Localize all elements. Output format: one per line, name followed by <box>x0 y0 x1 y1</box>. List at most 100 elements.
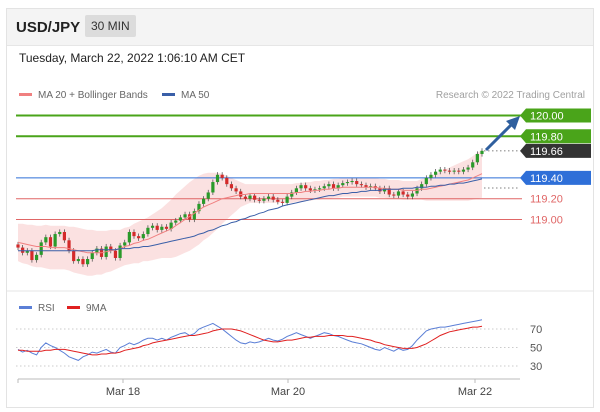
candle-body <box>72 250 76 262</box>
candle-body <box>132 231 136 237</box>
ma50-swatch <box>162 92 175 96</box>
candle-body <box>30 250 34 261</box>
candle-body <box>206 192 210 199</box>
candle-body <box>359 184 363 186</box>
candle-body <box>327 184 331 187</box>
candle-body <box>67 240 71 251</box>
candle-body <box>271 196 275 200</box>
candle-body <box>229 184 234 189</box>
candle-body <box>183 214 187 218</box>
candle-body <box>39 242 43 255</box>
candle-body <box>48 237 53 247</box>
candle-body <box>345 182 350 184</box>
research-credit: Research © 2022 Trading Central <box>435 90 585 101</box>
candle-body <box>429 174 433 178</box>
candle-body <box>466 167 470 170</box>
candle-body <box>160 226 164 230</box>
level-tag-119.80 <box>520 129 591 144</box>
rsi-line <box>17 319 483 361</box>
candle-body <box>341 183 345 186</box>
candle-body <box>81 259 85 265</box>
candle-body <box>150 225 155 228</box>
candle-body <box>424 177 428 185</box>
candle-body <box>90 252 94 260</box>
candle-body <box>355 181 359 185</box>
rsi-tick-label: 70 <box>530 324 542 336</box>
candle-body <box>197 203 201 212</box>
legend-rsi: RSI <box>19 303 55 314</box>
candle-body <box>290 192 294 197</box>
candle-body <box>25 250 29 253</box>
legend-ma50-label: MA 50 <box>181 90 210 101</box>
candle-body <box>113 250 118 258</box>
candle-body <box>95 248 99 253</box>
candle-body <box>62 231 66 241</box>
candle-body <box>234 188 238 192</box>
candle-body <box>369 186 373 188</box>
level-label-119.40: 119.40 <box>530 173 563 185</box>
candle-body <box>387 188 391 195</box>
x-tick-label: Mar 18 <box>106 386 140 398</box>
legend-ma20-label: MA 20 + Bollinger Bands <box>38 90 148 101</box>
chart-header: USD/JPY 30 MIN <box>7 9 593 46</box>
level-tag-120.00 <box>520 108 591 123</box>
ma20-swatch <box>19 92 32 96</box>
candle-body <box>364 185 368 188</box>
candle-body <box>276 199 280 202</box>
forecast-arrowhead <box>506 116 520 130</box>
candle-body <box>457 170 461 172</box>
level-label-120.00: 120.00 <box>530 111 564 123</box>
candle-body <box>452 170 456 172</box>
rsi-swatch <box>19 305 32 309</box>
candle-body <box>392 194 396 196</box>
candle-body <box>447 170 452 172</box>
legend-ma20: MA 20 + Bollinger Bands <box>19 90 148 101</box>
candle-body <box>53 234 57 247</box>
timestamp: Tuesday, March 22, 2022 1:06:10 AM CET <box>19 51 246 65</box>
candle-body <box>86 259 90 265</box>
level-label-119.20: 119.20 <box>530 194 563 206</box>
legend-9ma: 9MA <box>67 303 107 314</box>
candle-body <box>118 245 122 258</box>
candle-body <box>169 222 173 229</box>
bollinger-band <box>18 149 482 276</box>
x-tick-label: Mar 20 <box>271 386 305 398</box>
candle-body <box>299 185 303 189</box>
candle-body <box>331 184 336 189</box>
candle-body <box>155 225 159 230</box>
candle-body <box>461 169 466 172</box>
candle-body <box>192 211 196 220</box>
candle-body <box>178 217 182 221</box>
candle-body <box>44 237 48 243</box>
candle-body <box>253 195 257 200</box>
candle-body <box>475 153 479 163</box>
candle-body <box>285 196 289 203</box>
level-label-119.80: 119.80 <box>530 131 563 143</box>
candle-body <box>304 185 308 189</box>
candle-body <box>443 169 447 171</box>
level-label-119.00: 119.00 <box>530 215 563 227</box>
candle-body <box>220 174 224 178</box>
x-tick-label: Mar 22 <box>458 386 492 398</box>
candle-body <box>21 247 25 253</box>
candle-body <box>262 198 266 201</box>
candle-body <box>378 188 382 192</box>
candle-body <box>410 193 414 197</box>
candle-body <box>141 234 145 239</box>
candle-body <box>438 169 442 172</box>
candle-body <box>313 189 317 191</box>
candle-body <box>34 254 39 261</box>
candle-body <box>322 186 326 189</box>
candle-body <box>257 199 261 201</box>
candle-body <box>202 198 206 204</box>
candle-body <box>58 231 62 235</box>
candle-body <box>471 162 475 168</box>
ma9-swatch <box>67 305 80 309</box>
candle-body <box>215 174 220 183</box>
candle-body <box>280 201 285 203</box>
candle-body <box>137 236 141 239</box>
ma20-line <box>17 173 483 254</box>
candle-body <box>76 259 80 262</box>
timeframe-badge[interactable]: 30 MIN <box>85 15 136 37</box>
candle-body <box>401 191 405 195</box>
